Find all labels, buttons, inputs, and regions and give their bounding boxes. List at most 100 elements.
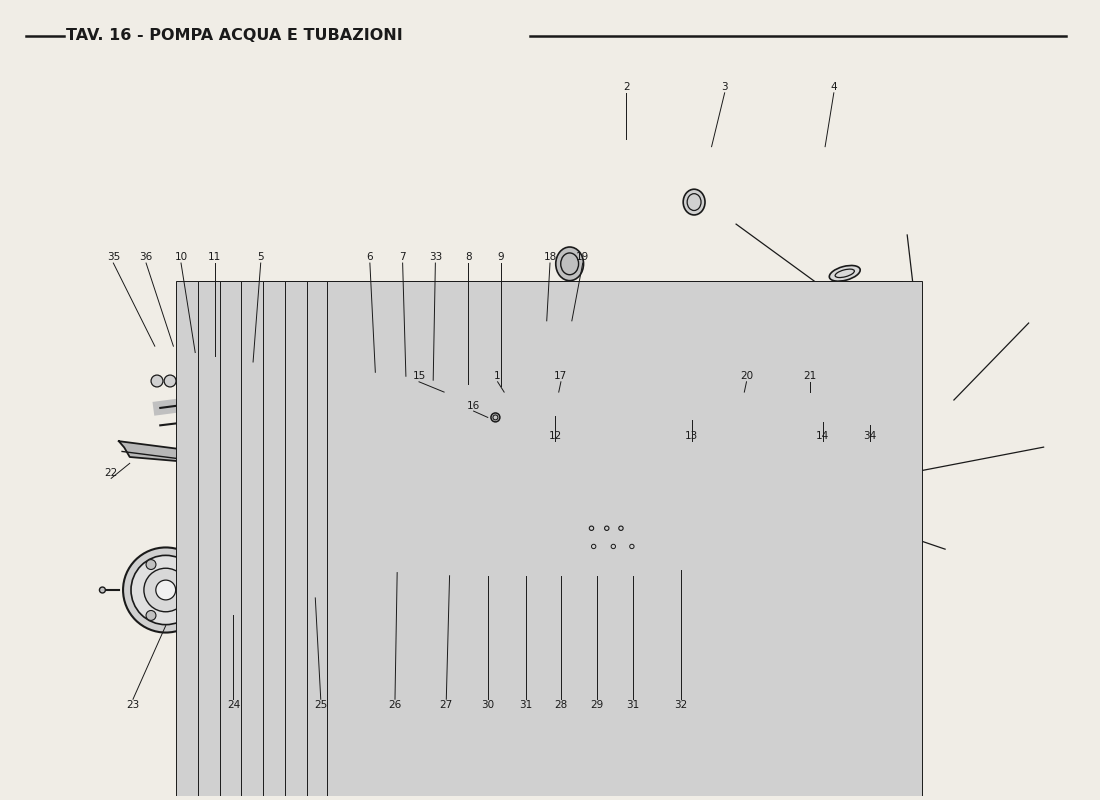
Bar [594,485,614,490]
Circle shape [778,376,825,424]
Bar [629,505,651,511]
Text: 2: 2 [623,82,629,92]
Text: 31: 31 [519,700,532,710]
Ellipse shape [439,365,475,398]
Circle shape [725,383,750,409]
Text: 27: 27 [440,700,453,710]
Bar [594,498,614,504]
Bar [629,441,651,447]
Circle shape [363,382,368,387]
Ellipse shape [558,395,570,408]
Circle shape [230,372,254,396]
Circle shape [190,585,200,595]
Circle shape [715,548,718,552]
Circle shape [528,447,546,464]
Circle shape [718,376,758,416]
Bar [629,418,651,424]
Circle shape [417,491,420,494]
Circle shape [818,454,823,457]
Polygon shape [430,376,635,542]
Bar [594,506,614,511]
Bar [307,282,902,800]
Circle shape [508,359,512,362]
Bar [241,282,837,800]
Circle shape [648,346,651,350]
Ellipse shape [468,383,502,404]
Bar [629,457,651,463]
Bar [594,478,614,484]
Circle shape [452,524,456,527]
Circle shape [146,559,156,570]
Bar [594,451,614,457]
Circle shape [363,369,368,374]
Bar [629,434,651,439]
Text: 3: 3 [722,82,728,92]
Circle shape [333,358,373,398]
Text: 22: 22 [104,468,118,478]
Circle shape [534,331,544,342]
Circle shape [596,434,601,439]
Ellipse shape [612,442,626,470]
Circle shape [612,544,616,549]
Circle shape [806,416,810,420]
Text: 17: 17 [554,371,568,382]
Bar [594,465,614,470]
Circle shape [256,580,265,588]
Ellipse shape [472,386,497,401]
Bar [629,449,651,455]
Text: 21: 21 [803,371,816,382]
Bar [629,394,651,400]
Ellipse shape [399,362,439,398]
Circle shape [796,395,806,405]
Text: 33: 33 [429,253,442,262]
Bar [594,398,614,403]
Bar [198,282,793,800]
Circle shape [770,524,774,527]
Text: 13: 13 [685,430,698,441]
Ellipse shape [683,190,705,215]
Text: 28: 28 [554,700,568,710]
Text: 11: 11 [208,253,221,262]
Circle shape [715,359,718,362]
Circle shape [339,382,343,387]
Text: 16: 16 [468,401,481,410]
Circle shape [596,472,601,476]
Circle shape [590,526,594,530]
Bar [176,282,771,800]
Bar [327,282,922,800]
Text: 26: 26 [388,700,401,710]
Circle shape [99,587,106,593]
Bar [594,445,614,450]
Text: 20: 20 [740,371,754,382]
Circle shape [530,433,543,446]
Ellipse shape [554,390,574,413]
FancyBboxPatch shape [763,383,851,425]
Circle shape [473,472,477,476]
Bar [594,472,614,477]
Ellipse shape [829,266,860,281]
Text: 1: 1 [494,371,501,382]
Circle shape [575,562,579,565]
Bar [263,282,859,800]
Bar [629,497,651,503]
Ellipse shape [374,366,403,391]
Bar [629,402,651,408]
Ellipse shape [620,383,637,401]
Bar [629,520,651,526]
Bar [594,431,614,437]
Bar [629,473,651,479]
Bar [594,492,614,498]
Bar [629,544,651,550]
Bar [629,410,651,416]
Circle shape [532,450,542,460]
Text: 10: 10 [175,253,188,262]
Bar [629,513,651,518]
Bar [629,528,651,534]
Text: 8: 8 [465,253,472,262]
Ellipse shape [406,369,432,390]
Circle shape [473,434,477,439]
Bar [629,426,651,432]
Circle shape [527,430,547,450]
Text: 30: 30 [481,700,494,710]
Ellipse shape [477,354,525,370]
